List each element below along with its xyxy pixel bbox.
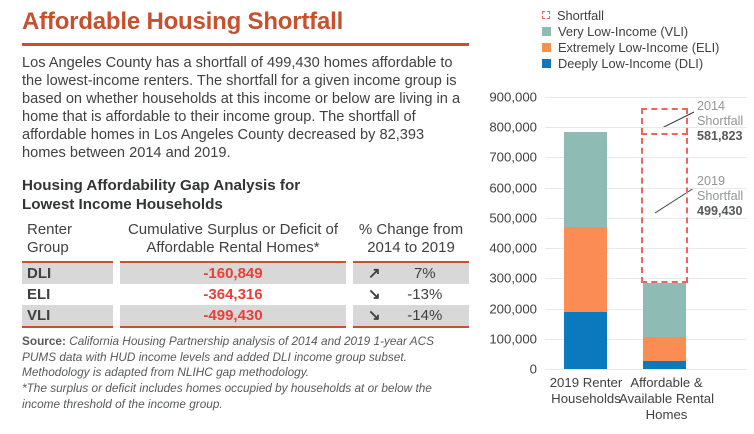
legend-item: Shortfall bbox=[542, 7, 719, 23]
table-row: ELI -364,316 ↘ -13% bbox=[22, 284, 469, 305]
y-axis-tick-label: 200,000 bbox=[489, 301, 537, 317]
source-notes: Source: California Housing Partnership a… bbox=[22, 334, 469, 412]
gridline bbox=[545, 187, 747, 189]
left-column: Affordable Housing Shortfall Los Angeles… bbox=[22, 8, 469, 424]
column-header-pct-change: % Change from 2014 to 2019 bbox=[353, 221, 469, 263]
legend-label: Deeply Low-Income (DLI) bbox=[558, 55, 704, 71]
y-axis-tick-label: 400,000 bbox=[489, 240, 537, 256]
bar-segment bbox=[564, 226, 607, 312]
footnote-text: *The surplus or deficit includes homes o… bbox=[22, 380, 432, 411]
table-header-row: Renter Group Cumulative Surplus or Defic… bbox=[22, 221, 469, 263]
deficit-value: -160,849 bbox=[120, 262, 346, 284]
deficit-value: -499,430 bbox=[120, 304, 346, 328]
gridline bbox=[545, 248, 747, 250]
legend-color-swatch-icon bbox=[542, 42, 551, 52]
trend-down-icon: ↘ bbox=[368, 307, 381, 325]
deficit-value: -364,316 bbox=[203, 285, 263, 303]
x-axis-label-renter-households: 2019 Renter Households bbox=[549, 375, 623, 406]
x-axis-label-affordable-homes: Affordable & Available Rental Homes bbox=[618, 375, 715, 422]
gridline bbox=[545, 97, 747, 98]
y-axis-tick-label: 600,000 bbox=[489, 180, 537, 196]
legend-label: Shortfall bbox=[557, 7, 604, 23]
analysis-heading: Housing Affordability Gap Analysis for L… bbox=[22, 177, 301, 213]
annotation-label: 2019 Shortfall bbox=[697, 174, 744, 203]
legend-item: Very Low-Income (VLI) bbox=[542, 23, 719, 39]
stacked-bar bbox=[564, 131, 607, 369]
shortfall-dashed-box bbox=[641, 107, 688, 284]
source-label: Source: bbox=[22, 333, 66, 348]
gridline bbox=[545, 217, 747, 219]
y-axis-tick-label: 300,000 bbox=[489, 270, 537, 286]
legend-label: Very Low-Income (VLI) bbox=[558, 23, 689, 39]
source-text: California Housing Partnership analysis … bbox=[22, 333, 435, 380]
annotation-value: 581,823 bbox=[697, 128, 743, 143]
bar-segment bbox=[564, 131, 607, 227]
renter-group-label: DLI bbox=[22, 262, 113, 284]
annotation-value: 499,430 bbox=[697, 203, 743, 218]
page-title: Affordable Housing Shortfall bbox=[22, 8, 344, 35]
column-header-surplus-deficit: Cumulative Surplus or Deficit of Afforda… bbox=[120, 221, 346, 263]
annotation-2019-shortfall: 2019 Shortfall 499,430 bbox=[697, 174, 754, 219]
gridline bbox=[545, 278, 747, 280]
gridline bbox=[545, 369, 747, 370]
legend-dashed-swatch-icon bbox=[542, 11, 550, 19]
table-row: DLI -160,849 ↗ 7% bbox=[22, 262, 469, 284]
gap-analysis-table: Renter Group Cumulative Surplus or Defic… bbox=[15, 221, 476, 328]
bar-segment bbox=[643, 283, 686, 337]
pct-change-value: 7% bbox=[413, 264, 436, 282]
column-header-renter-group: Renter Group bbox=[22, 221, 113, 263]
chart-legend: Shortfall Very Low-Income (VLI) Extremely … bbox=[542, 7, 719, 71]
legend-label: Extremely Low-Income (ELI) bbox=[558, 39, 720, 55]
intro-paragraph: Los Angeles County has a shortfall of 49… bbox=[22, 55, 461, 161]
stacked-bar bbox=[643, 283, 686, 369]
bar-segment bbox=[564, 311, 607, 369]
legend-item: Deeply Low-Income (DLI) bbox=[542, 55, 719, 71]
table-row: VLI -499,430 ↘ -14% bbox=[22, 304, 469, 328]
bar-segment bbox=[643, 360, 686, 369]
gridline bbox=[545, 127, 747, 129]
shortfall-chart: Shortfall Very Low-Income (VLI) Extremely … bbox=[485, 0, 754, 434]
shortfall-divider-line bbox=[641, 132, 688, 135]
bar-segment bbox=[643, 336, 686, 361]
gridline bbox=[545, 157, 747, 159]
trend-up-icon: ↗ bbox=[368, 265, 381, 283]
trend-down-icon: ↘ bbox=[368, 286, 381, 304]
y-axis-tick-label: 900,000 bbox=[489, 89, 537, 105]
annotation-label: 2014 Shortfall bbox=[697, 99, 744, 128]
legend-item: Extremely Low-Income (ELI) bbox=[542, 39, 719, 55]
y-axis-tick-label: 800,000 bbox=[489, 119, 537, 135]
y-axis-tick-label: 700,000 bbox=[489, 149, 537, 165]
y-axis-tick-label: 100,000 bbox=[489, 331, 537, 347]
annotation-2014-shortfall: 2014 Shortfall 581,823 bbox=[697, 99, 754, 144]
y-axis-tick-label: 0 bbox=[529, 361, 537, 377]
title-underline bbox=[22, 43, 469, 46]
renter-group-label: ELI bbox=[27, 285, 51, 303]
y-axis-tick-label: 500,000 bbox=[489, 210, 537, 226]
renter-group-label: VLI bbox=[22, 304, 113, 328]
legend-color-swatch-icon bbox=[542, 26, 551, 36]
legend-color-swatch-icon bbox=[542, 58, 551, 68]
pct-change-value: -14% bbox=[407, 306, 443, 324]
pct-change-value: -13% bbox=[407, 285, 443, 303]
